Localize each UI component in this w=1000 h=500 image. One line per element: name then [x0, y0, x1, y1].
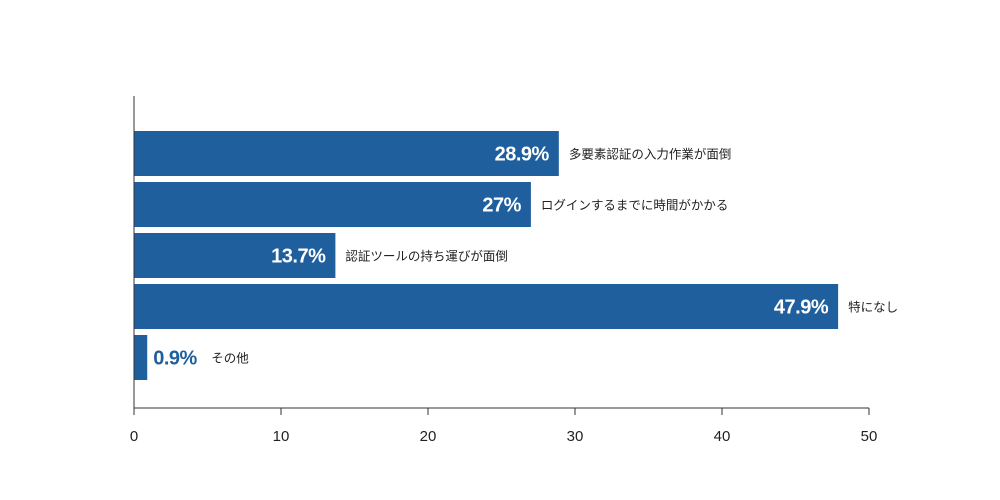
bar-value-label: 28.9%	[495, 144, 550, 166]
bar-value-label: 47.9%	[774, 297, 829, 319]
x-tick-label: 40	[714, 428, 731, 445]
bar-category-label: その他	[211, 351, 249, 366]
bar-category-label: ログインするまでに時間がかかる	[541, 198, 729, 213]
labels-layer: 28.9% 多要素認証の入力作業が面倒 27% ログインするまでに時間がかかる 13.7…	[153, 144, 898, 370]
x-tick-label: 30	[567, 428, 584, 445]
bar	[134, 233, 336, 278]
bar-value-label: 13.7%	[271, 246, 326, 268]
bar	[134, 182, 531, 227]
bar-category-label: 多要素認証の入力作業が面倒	[569, 147, 732, 162]
bar	[134, 335, 148, 380]
x-axis-ticks: 0 10 20 30 40 50	[130, 408, 878, 445]
x-tick-label: 0	[130, 428, 138, 445]
bar-category-label: 特になし	[848, 300, 898, 315]
bar-value-label: 27%	[482, 195, 521, 217]
bar	[134, 131, 559, 176]
bar-value-label: 0.9%	[153, 348, 197, 370]
bars-layer	[134, 131, 839, 380]
x-tick-label: 10	[273, 428, 290, 445]
bar-category-label: 認証ツールの持ち運びが面倒	[345, 249, 508, 264]
x-tick-label: 20	[420, 428, 437, 445]
x-tick-label: 50	[861, 428, 878, 445]
bar	[134, 284, 839, 329]
